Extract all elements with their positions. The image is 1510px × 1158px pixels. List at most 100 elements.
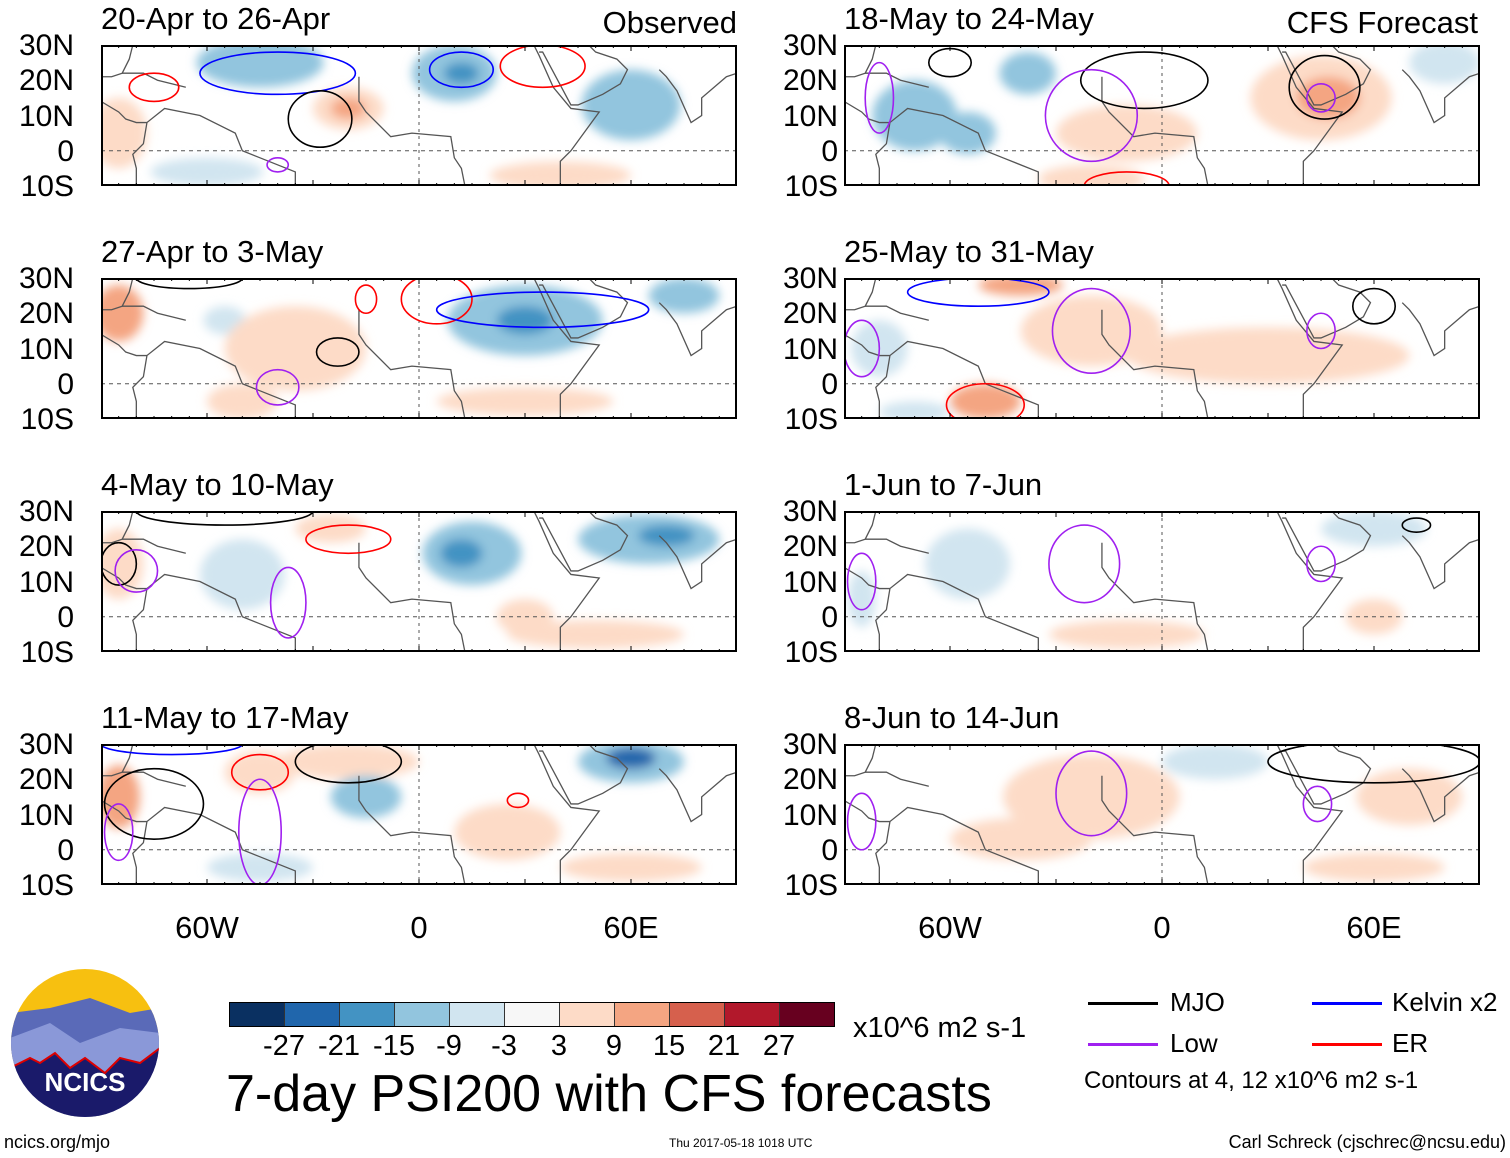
- colorbar-swatch: [340, 1003, 395, 1026]
- contour-kelvin: [906, 278, 1050, 307]
- legend-er-label: ER: [1392, 1028, 1429, 1058]
- coastline: [875, 107, 1039, 186]
- coastline: [844, 45, 877, 78]
- map-panel: [101, 45, 737, 186]
- contour-er: [128, 72, 180, 103]
- lat-tick-label: 20N: [18, 64, 74, 98]
- coastline: [132, 340, 296, 419]
- colorbar-tick-label: 3: [550, 1030, 568, 1062]
- coastline: [1282, 278, 1372, 339]
- colorbar-tick-label: 27: [762, 1030, 796, 1062]
- coastline: [1276, 511, 1344, 652]
- contour-low: [1048, 524, 1121, 604]
- coastline: [539, 45, 629, 106]
- anomaly-shading: [847, 570, 876, 628]
- lat-tick-label: 10S: [784, 403, 838, 436]
- coastline: [533, 511, 601, 652]
- anomaly-shading: [196, 45, 324, 88]
- anomaly-shading: [925, 528, 1011, 600]
- panel-title: 11-May to 17-May: [101, 700, 349, 735]
- lat-tick-label: 10S: [784, 170, 838, 203]
- colorbar-tick-label: 9: [605, 1030, 623, 1062]
- anomaly-shading: [224, 306, 366, 391]
- coastline: [844, 566, 890, 590]
- anomaly-shading: [999, 52, 1056, 95]
- legend-kelvin-line: [1312, 1002, 1382, 1005]
- lat-tick-label: 20N: [782, 530, 838, 564]
- lat-tick-label: 30N: [18, 728, 74, 761]
- colorbar-tick-label: -21: [318, 1030, 360, 1062]
- lat-tick-label: 10N: [18, 99, 74, 133]
- lat-tick-label: 0: [57, 600, 74, 634]
- panel-title: 4-May to 10-May: [101, 467, 334, 502]
- footer-url[interactable]: ncics.org/mjo: [4, 1132, 111, 1152]
- coastline: [122, 538, 186, 554]
- lon-tick-label: 60E: [1346, 910, 1402, 945]
- anomaly-shading: [978, 278, 1064, 296]
- contour-low: [255, 368, 300, 406]
- anomaly-shading: [950, 383, 1021, 419]
- coastline: [122, 771, 186, 787]
- anomaly-shading: [1162, 744, 1268, 780]
- anomaly-shading: [207, 383, 278, 419]
- anomaly-shading: [950, 818, 1092, 861]
- lat-tick-label: 0: [57, 134, 74, 168]
- lat-tick-label: 20N: [782, 297, 838, 331]
- contour-er: [354, 284, 378, 315]
- contour-er: [1083, 171, 1170, 186]
- coastline: [865, 305, 929, 321]
- lat-tick-label: 0: [821, 134, 838, 168]
- colorbar-tick-label: -3: [491, 1030, 517, 1062]
- lat-tick-label: 10N: [18, 798, 74, 832]
- coastline: [1401, 69, 1480, 124]
- lat-tick-label: 20N: [782, 64, 838, 98]
- coastline: [1282, 511, 1372, 572]
- lat-tick-label: 10N: [782, 99, 838, 133]
- lat-tick-label: 30N: [18, 495, 74, 528]
- colorbar-units: x10^6 m2 s-1: [853, 1012, 1027, 1044]
- lat-tick-label: 0: [57, 833, 74, 867]
- anomaly-shading: [277, 744, 419, 780]
- lat-tick-label: 10N: [18, 332, 74, 366]
- coastline: [539, 511, 629, 572]
- contour-low: [844, 319, 881, 378]
- coastline: [533, 744, 601, 885]
- contour-low: [103, 803, 134, 862]
- contour-kelvin: [428, 51, 495, 89]
- coastline: [539, 744, 629, 805]
- lat-tick-label: 30N: [782, 728, 838, 761]
- anomaly-shading: [207, 853, 313, 882]
- lat-tick-label: 20N: [782, 763, 838, 797]
- footer-credit: Carl Schreck (cjschrec@ncsu.edu): [1228, 1132, 1506, 1152]
- anomaly-shading: [648, 278, 720, 314]
- contour-kelvin: [435, 291, 650, 329]
- coastline: [358, 775, 466, 885]
- contour-low: [266, 156, 290, 173]
- contour-mjo: [294, 744, 403, 784]
- coastline: [658, 69, 737, 124]
- panel-title: 18-May to 24-May: [844, 1, 1094, 36]
- colorbar-swatch: [230, 1003, 285, 1026]
- lat-tick-label: 10S: [20, 869, 74, 902]
- coastline: [1401, 535, 1480, 590]
- contour-mjo: [135, 511, 314, 526]
- coastline: [539, 278, 629, 339]
- coastline: [844, 333, 890, 357]
- anomaly-shading: [440, 539, 483, 568]
- lat-tick-label: 10S: [784, 636, 838, 669]
- footer-timestamp: Thu 2017-05-18 1018 UTC: [669, 1136, 813, 1150]
- coastline: [358, 309, 466, 419]
- lat-tick-label: 30N: [18, 262, 74, 295]
- anomaly-shading: [330, 775, 402, 819]
- coastline: [132, 573, 296, 652]
- lon-tick-label: 0: [1153, 910, 1171, 945]
- panel-source-label: Observed: [602, 5, 737, 40]
- coastline: [358, 542, 466, 652]
- contour-mjo: [1351, 287, 1396, 325]
- lat-tick-label: 10N: [782, 332, 838, 366]
- coastline: [875, 573, 1039, 652]
- colorbar-swatch: [560, 1003, 615, 1026]
- anomaly-shading: [1003, 754, 1180, 840]
- panel-title: 25-May to 31-May: [844, 234, 1094, 269]
- anomaly-shading: [939, 111, 996, 155]
